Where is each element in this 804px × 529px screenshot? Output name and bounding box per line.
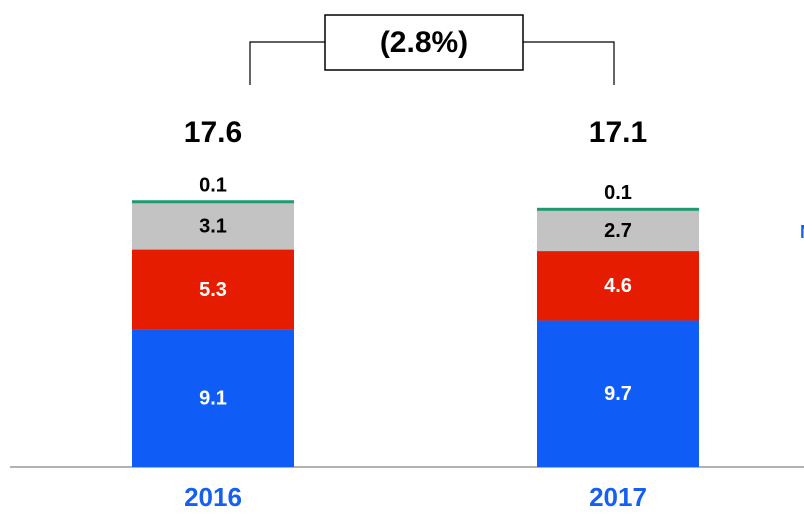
value-label: 0.1: [604, 182, 632, 204]
bar-segment: [132, 200, 294, 204]
change-label: (2.8%): [380, 26, 468, 59]
bar-segment: [132, 249, 294, 330]
value-label: 4.6: [604, 275, 632, 297]
bar-segment: [537, 207, 699, 211]
total-label: 17.6: [184, 116, 242, 149]
value-label: 3.1: [199, 215, 227, 237]
bar-segment: [132, 202, 294, 250]
bracket-left: [249, 41, 325, 85]
bracket-right: [523, 41, 615, 85]
annotation: N: [800, 222, 804, 242]
bar-segment: [537, 251, 699, 321]
value-label: 0.1: [199, 175, 227, 197]
change-box: [324, 14, 524, 71]
value-label: 2.7: [604, 220, 632, 242]
bar-segment: [132, 329, 294, 467]
bar-segment: [537, 210, 699, 252]
value-label: 5.3: [199, 279, 227, 301]
x-tick-label: 2016: [184, 482, 242, 512]
bar-segment: [537, 320, 699, 467]
x-tick-label: 2017: [589, 482, 647, 512]
total-label: 17.1: [589, 116, 647, 149]
value-label: 9.7: [604, 383, 632, 405]
value-label: 9.1: [199, 388, 227, 410]
